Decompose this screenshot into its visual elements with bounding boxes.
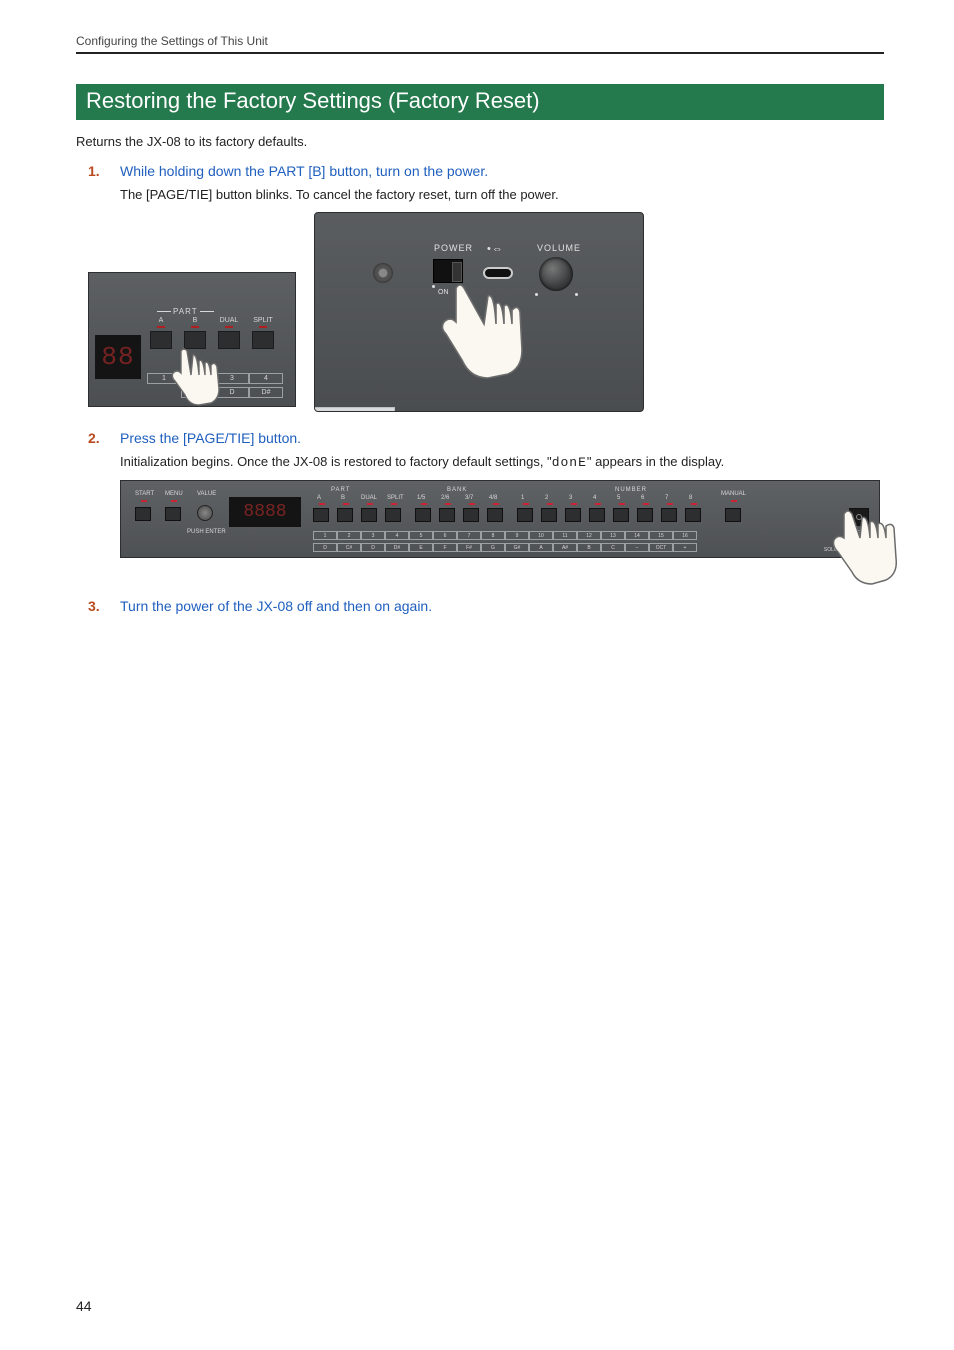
value-knob bbox=[197, 505, 213, 521]
manual-label: MANUAL bbox=[721, 491, 746, 497]
power-label: POWER bbox=[434, 243, 473, 253]
step-title: Press the [PAGE/TIE] button. bbox=[120, 430, 301, 446]
segment-text: donE bbox=[552, 455, 587, 470]
btn-label-split: SPLIT bbox=[249, 317, 277, 324]
pagetie-button bbox=[849, 508, 869, 526]
part-a-button bbox=[150, 331, 172, 349]
step-body: Initialization begins. Once the JX-08 is… bbox=[120, 454, 884, 470]
manual-button bbox=[725, 508, 741, 522]
volume-knob bbox=[539, 257, 573, 291]
steps-list: 1. While holding down the PART [B] butto… bbox=[76, 163, 884, 614]
mode-label: SOLO UNISON POLY bbox=[824, 547, 873, 553]
menu-button bbox=[165, 507, 181, 521]
lower-note-row: DC#DD#EFF#GG#AA#BC−OCT+ bbox=[313, 543, 697, 552]
step-body: The [PAGE/TIE] button blinks. To cancel … bbox=[120, 187, 884, 202]
number-group: NUMBER bbox=[611, 487, 651, 493]
btn-label-a: A bbox=[147, 317, 175, 324]
part-group: PART bbox=[327, 487, 354, 493]
push-enter-label: PUSH ENTER bbox=[187, 529, 226, 535]
step-number: 2. bbox=[88, 430, 102, 446]
device-panel-left: 88 PART A B DUAL SPLIT 1 2 3 4 bbox=[88, 272, 296, 407]
device-panel-right: POWER ON •⇔ VOLUME bbox=[314, 212, 644, 412]
part-button-row: A B DUAL SPLIT bbox=[147, 317, 277, 349]
intro-text: Returns the JX-08 to its factory default… bbox=[76, 134, 884, 149]
step-1: 1. While holding down the PART [B] butto… bbox=[88, 163, 884, 412]
btn-label-b: B bbox=[181, 317, 209, 324]
part-group-label: PART bbox=[155, 307, 216, 316]
on-label: ON bbox=[438, 289, 449, 296]
usb-port bbox=[483, 267, 513, 279]
device-base bbox=[314, 407, 395, 412]
split-button bbox=[252, 331, 274, 349]
step-title: While holding down the PART [B] button, … bbox=[120, 163, 488, 179]
step-number: 1. bbox=[88, 163, 102, 179]
step-title: Turn the power of the JX-08 off and then… bbox=[120, 598, 432, 614]
dot-icon bbox=[432, 285, 435, 288]
number-row-bottom: C# D D# bbox=[147, 387, 283, 398]
page-title: Restoring the Factory Settings (Factory … bbox=[76, 84, 884, 120]
start-button bbox=[135, 507, 151, 521]
segment-display: 88 bbox=[95, 335, 141, 379]
pagetie-label: PAGE/TIE bbox=[844, 531, 871, 537]
btn-label-dual: DUAL bbox=[215, 317, 243, 324]
screw-icon bbox=[373, 263, 393, 283]
step-2: 2. Press the [PAGE/TIE] button. Initiali… bbox=[88, 430, 884, 558]
bank-group: BANK bbox=[443, 487, 471, 493]
volume-label: VOLUME bbox=[537, 243, 581, 253]
running-head: Configuring the Settings of This Unit bbox=[76, 34, 884, 54]
menu-label: MENU bbox=[165, 491, 183, 497]
usb-icon: •⇔ bbox=[487, 243, 504, 255]
strip-display: 8888 bbox=[229, 497, 301, 527]
page: Configuring the Settings of This Unit Re… bbox=[0, 0, 954, 1350]
dual-button bbox=[218, 331, 240, 349]
part-b-button bbox=[184, 331, 206, 349]
start-label: START bbox=[135, 491, 154, 497]
number-row-top: 1 2 3 4 bbox=[147, 373, 283, 384]
lower-num-row: 12345678910111213141516 bbox=[313, 531, 697, 540]
device-strip: START MENU VALUE PUSH ENTER 8888 PART A … bbox=[120, 480, 880, 558]
step-3: 3. Turn the power of the JX-08 off and t… bbox=[88, 598, 884, 614]
page-number: 44 bbox=[76, 1298, 92, 1314]
power-switch bbox=[433, 259, 463, 283]
value-label: VALUE bbox=[197, 491, 216, 497]
step-number: 3. bbox=[88, 598, 102, 614]
